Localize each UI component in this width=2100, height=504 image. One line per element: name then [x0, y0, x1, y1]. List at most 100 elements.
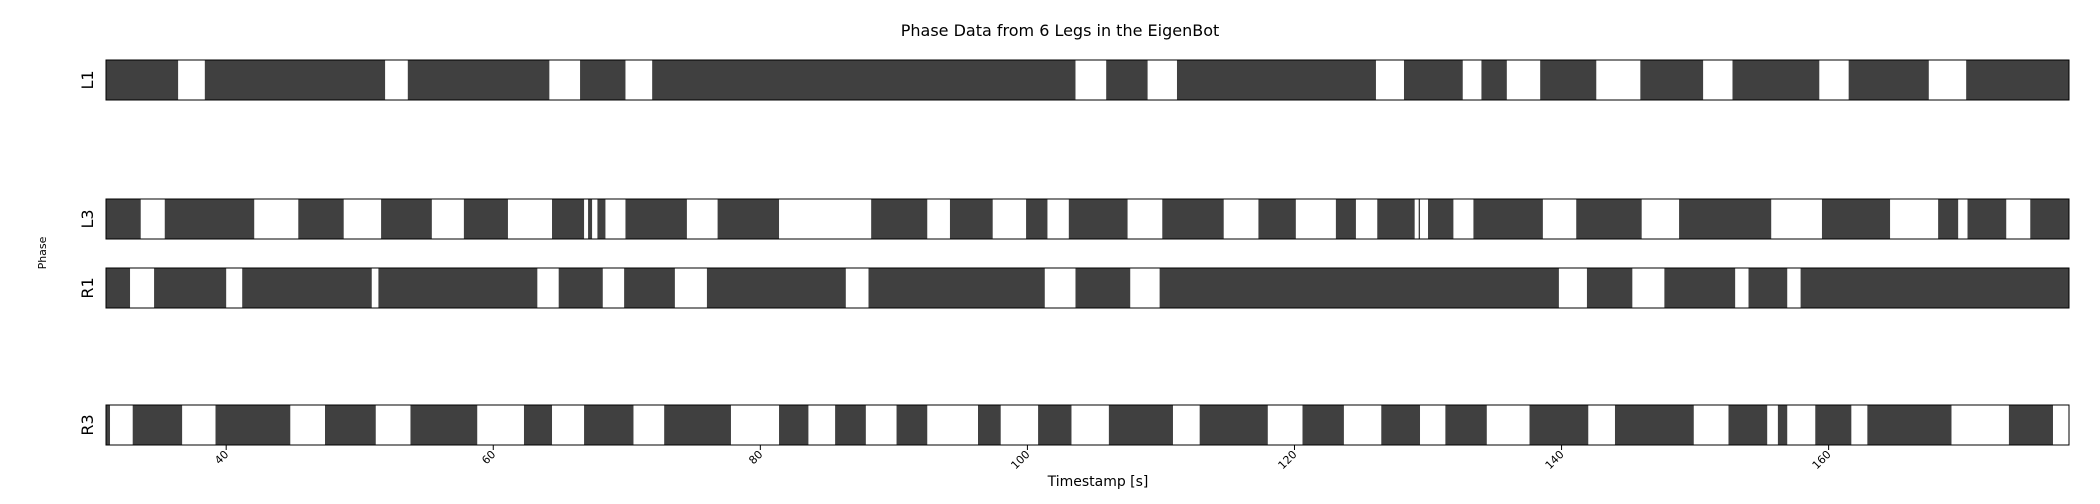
stance-segment [1728, 405, 1768, 445]
stance-segment [871, 199, 928, 239]
stance-segment [1732, 60, 1820, 100]
leg-row-l1: L1 [78, 59, 2070, 101]
stance-segment [1748, 268, 1788, 308]
stance-segment [580, 60, 626, 100]
stance-segment [1075, 268, 1131, 308]
stance-segment [378, 268, 538, 308]
stance-segment [523, 405, 553, 445]
stance-segment [1848, 60, 1929, 100]
stance-segment [949, 199, 993, 239]
stance-segment [1335, 199, 1356, 239]
stance-segment [1473, 199, 1543, 239]
leg-label: L3 [78, 209, 97, 228]
leg-label: R3 [78, 414, 97, 435]
stance-segment [106, 199, 141, 239]
stance-segment [1614, 405, 1694, 445]
chart-title: Phase Data from 6 Legs in the EigenBot [901, 21, 1220, 40]
leg-label: R1 [78, 277, 97, 298]
stance-segment [1176, 60, 1376, 100]
leg-row-l3: L3 [78, 198, 2070, 240]
stance-segment [1967, 199, 2007, 239]
stance-segment [717, 199, 780, 239]
stance-segment [1777, 405, 1788, 445]
stance-segment [106, 60, 179, 100]
stance-segment [215, 405, 291, 445]
stance-segment [407, 60, 550, 100]
stance-segment [1540, 60, 1597, 100]
stance-segment [1159, 268, 1559, 308]
stance-segment [1586, 268, 1633, 308]
stance-segment [410, 405, 478, 445]
stance-segment [835, 405, 866, 445]
stance-segment [1529, 405, 1589, 445]
stance-segment [1576, 199, 1642, 239]
leg-row-r3: R3 [78, 404, 2070, 446]
stance-segment [1381, 405, 1421, 445]
stance-segment [1068, 199, 1128, 239]
x-tick-label: 40 [212, 448, 231, 467]
x-axis-label: Timestamp [s] [1047, 474, 1149, 490]
x-axis-ticks: 40 60 80 100 120 140 160 [212, 445, 1834, 472]
stance-segment [624, 268, 675, 308]
stance-segment [652, 60, 1076, 100]
stance-segment [164, 199, 255, 239]
stance-segment [1403, 60, 1463, 100]
stance-segment [558, 268, 603, 308]
stance-segment [779, 405, 809, 445]
stance-segment [977, 405, 1001, 445]
stance-segment [204, 60, 386, 100]
row-background [106, 405, 2069, 445]
stance-segment [132, 405, 183, 445]
stance-segment [588, 199, 593, 239]
stance-segment [106, 405, 111, 445]
stance-segment [1800, 268, 2069, 308]
x-tick-label: 160 [1810, 448, 1834, 472]
stance-segment [1938, 199, 1959, 239]
stance-segment [584, 405, 634, 445]
row-frame [105, 267, 2070, 309]
stance-segment [1258, 199, 1296, 239]
stance-segment [1815, 405, 1852, 445]
stance-segment [1162, 199, 1224, 239]
row-frame [105, 404, 2070, 446]
stance-segment [1867, 405, 1952, 445]
x-tick-label: 100 [1008, 448, 1032, 472]
stance-segment [1302, 405, 1344, 445]
stance-segment [1106, 60, 1148, 100]
row-frame [105, 198, 2070, 240]
stance-segment [1038, 405, 1072, 445]
stance-segment [1640, 60, 1704, 100]
x-tick-label: 60 [479, 448, 498, 467]
stance-segment [1418, 199, 1421, 239]
stance-segment [2008, 405, 2053, 445]
stance-segment [1821, 199, 1891, 239]
leg-rows: L1 L3 R1 R3 [78, 59, 2070, 446]
stance-segment [625, 199, 687, 239]
row-frame [105, 59, 2070, 101]
stance-segment [1108, 405, 1173, 445]
stance-segment [664, 405, 731, 445]
stance-segment [1199, 405, 1268, 445]
x-tick-label: 80 [746, 448, 765, 467]
stance-segment [1026, 199, 1048, 239]
stance-segment [1664, 268, 1736, 308]
stance-segment [597, 199, 606, 239]
stance-segment [325, 405, 376, 445]
leg-row-r1: R1 [78, 267, 2070, 309]
y-axis-label: Phase [36, 236, 49, 269]
stance-segment [896, 405, 928, 445]
stance-segment [552, 199, 585, 239]
stance-segment [2030, 199, 2069, 239]
stance-segment [1481, 60, 1507, 100]
stance-segment [706, 268, 846, 308]
stance-segment [1445, 405, 1487, 445]
stance-segment [1377, 199, 1415, 239]
x-tick-label: 120 [1276, 448, 1300, 472]
x-tick-label: 140 [1543, 448, 1567, 472]
stance-segment [106, 268, 131, 308]
leg-label: L1 [78, 70, 97, 89]
stance-segment [298, 199, 344, 239]
stance-segment [1679, 199, 1772, 239]
stance-segment [868, 268, 1045, 308]
